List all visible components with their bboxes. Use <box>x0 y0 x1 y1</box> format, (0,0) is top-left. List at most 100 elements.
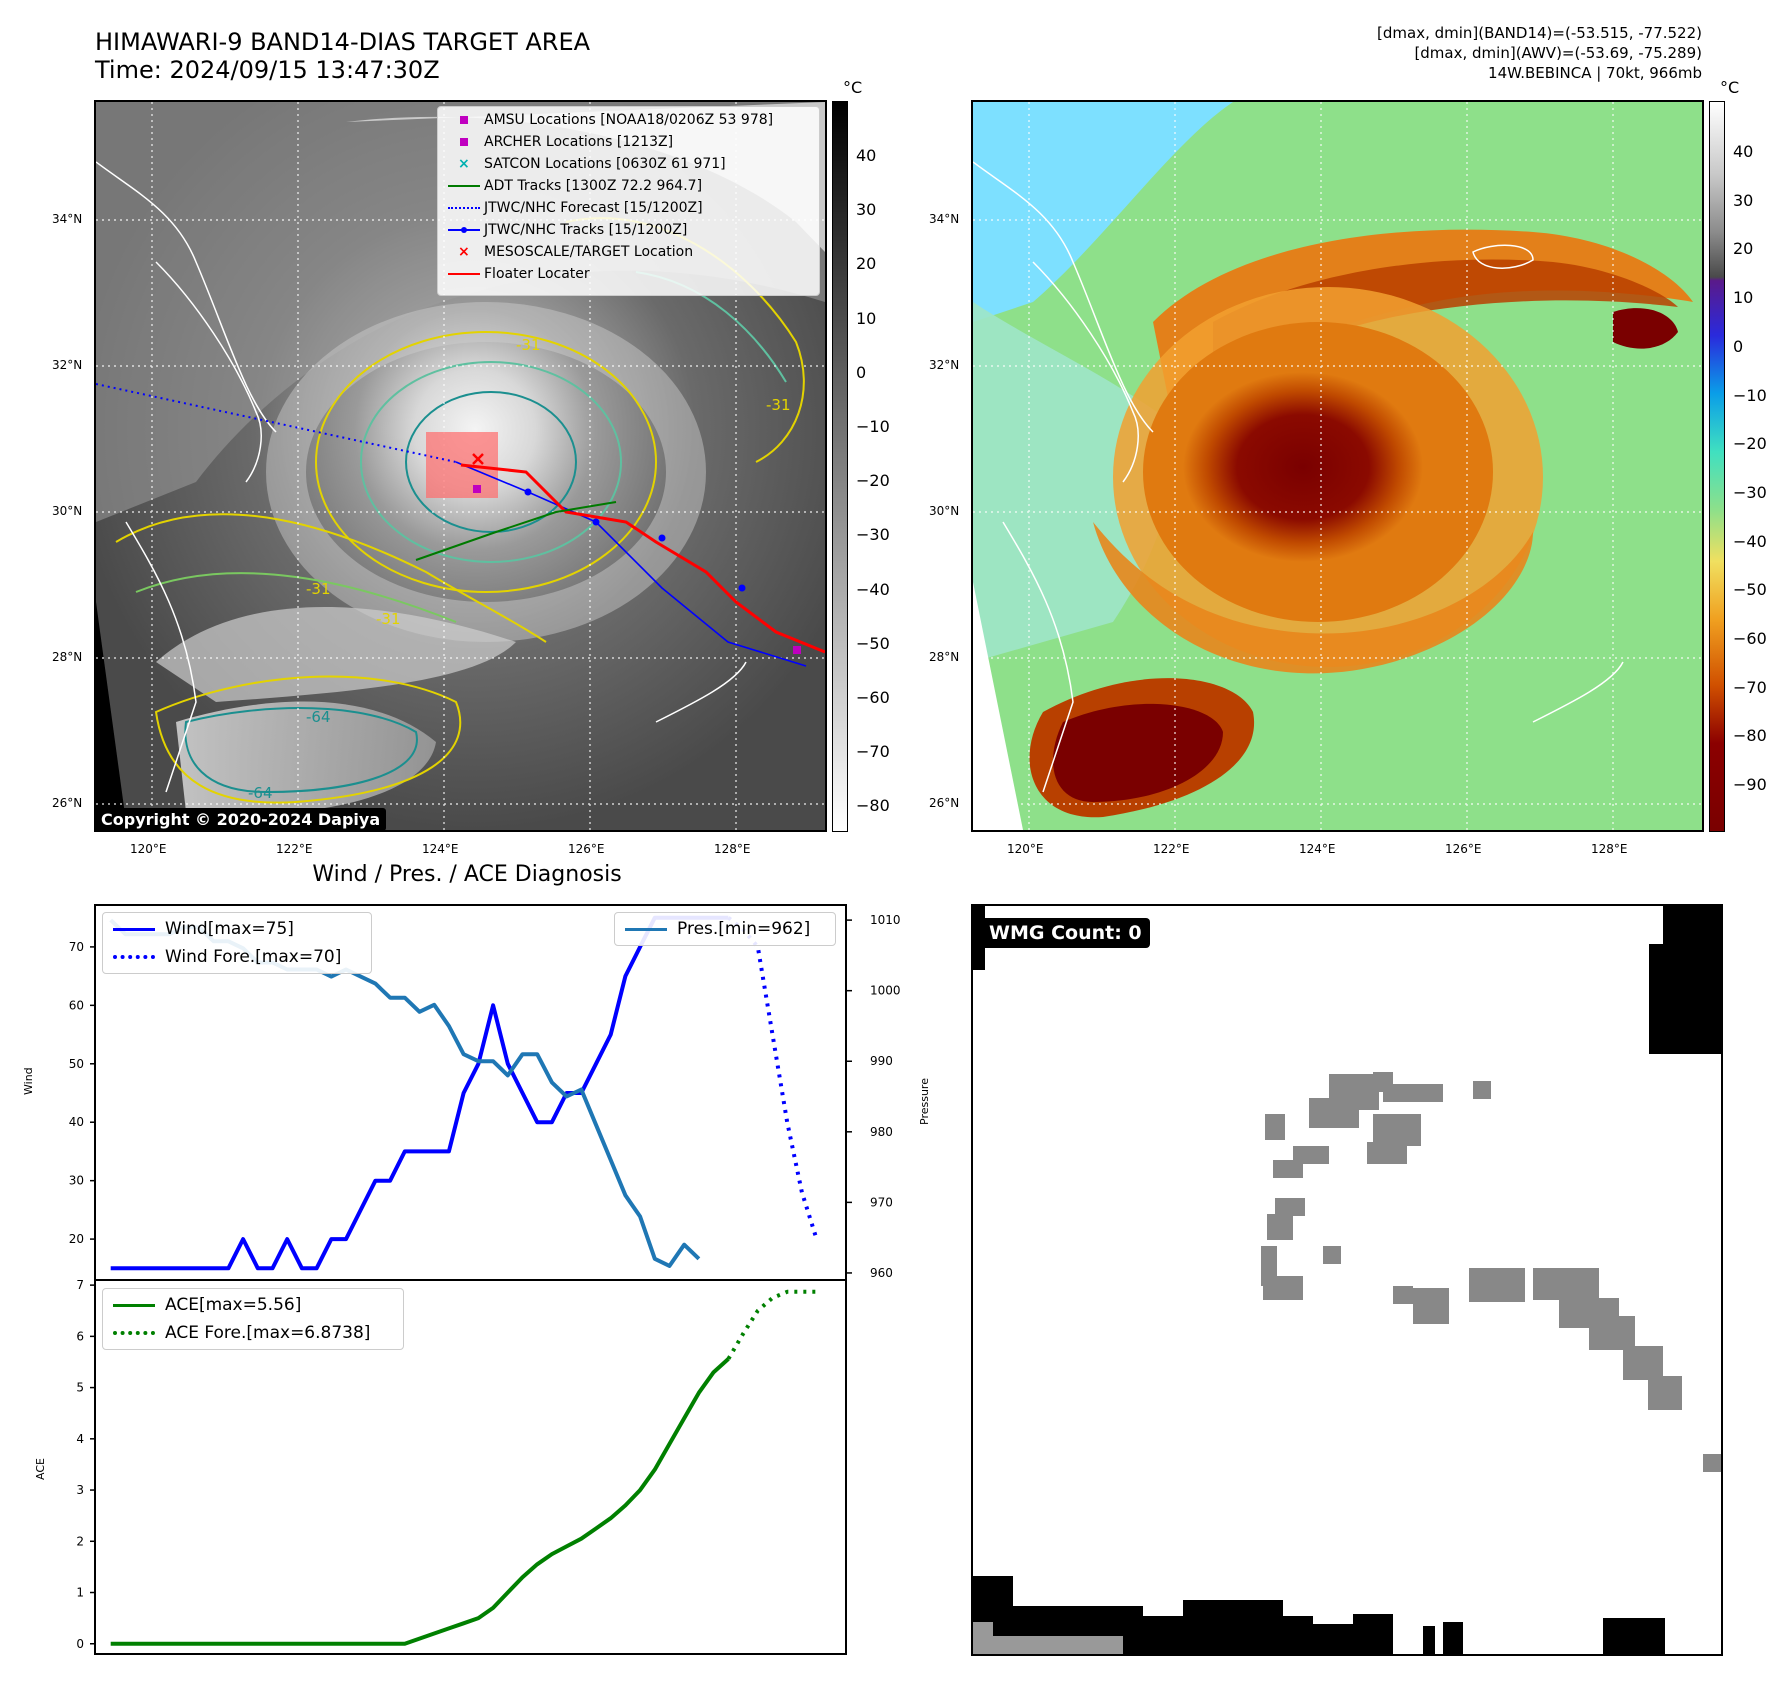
legend-item-jtwc-forecast: JTWC/NHC Forecast [15/1200Z] <box>444 197 703 219</box>
wind-line <box>110 915 729 1271</box>
colorbar-tick-label: −20 <box>1733 434 1767 454</box>
ace-tick-label: 1 <box>76 1586 84 1600</box>
solid-line-icon <box>111 1293 157 1317</box>
legend-item-wind-forecast: Wind Fore.[max=70] <box>111 945 341 969</box>
lon-label: 122°E <box>1153 842 1190 856</box>
colorbar-tick-label: −30 <box>856 525 890 545</box>
lat-label: 28°N <box>929 650 960 664</box>
lon-label: 128°E <box>1591 842 1628 856</box>
pressure-tick-label: 980 <box>870 1125 893 1139</box>
colorbar-unit: °C <box>843 78 863 97</box>
lat-label: 32°N <box>929 358 960 372</box>
ace-line <box>110 1357 730 1646</box>
dotted-line-icon <box>111 945 157 969</box>
wind-axis-label: Wind <box>22 1067 35 1095</box>
colorbar-tick-label: −60 <box>856 688 890 707</box>
legend-item-satcon: × SATCON Locations [0630Z 61 971] <box>444 153 726 175</box>
lon-label: 126°E <box>1445 842 1482 856</box>
lat-label: 34°N <box>929 212 960 226</box>
colorbar-tick-label: −60 <box>1733 629 1767 648</box>
colorbar-tick-label: −80 <box>856 796 890 816</box>
ace-tick-label: 4 <box>76 1432 84 1446</box>
contour-label: -31 <box>306 580 331 598</box>
colorbar-tick-label: 30 <box>1733 190 1754 210</box>
lon-label: 124°E <box>422 842 459 856</box>
colorbar-tick-label: −70 <box>856 742 890 762</box>
lat-label: 28°N <box>52 650 83 664</box>
wind-legend: Wind[max=75] Wind Fore.[max=70] <box>102 912 372 974</box>
x-marker-icon: × <box>458 244 470 260</box>
colorbar-tick-label: −10 <box>1733 385 1767 405</box>
legend-item-target: × MESOSCALE/TARGET Location <box>444 241 693 263</box>
legend-item-pressure: Pres.[min=962] <box>623 917 810 941</box>
lon-label: 122°E <box>276 842 313 856</box>
contour-label: -31 <box>766 396 791 414</box>
jtwc-forecast-track <box>96 383 457 463</box>
lon-label: 120°E <box>130 842 167 856</box>
dmax-dmin-band14: [dmax, dmin](BAND14)=(-53.515, -77.522) <box>1377 24 1702 42</box>
lat-label: 30°N <box>929 504 960 518</box>
colorbar-tick-label: 0 <box>1733 336 1744 356</box>
colorbar-tick-label: 0 <box>856 362 867 382</box>
wind-tick-label: 30 <box>69 1174 84 1188</box>
lat-label: 34°N <box>52 212 83 226</box>
ace-tick-label: 5 <box>76 1381 84 1395</box>
ace-tick-label: 3 <box>76 1483 84 1497</box>
legend-item-archer: ARCHER Locations [1213Z] <box>444 131 673 153</box>
dotted-line-icon <box>111 1321 157 1345</box>
ace-axis-label: ACE <box>34 1458 47 1480</box>
dmax-dmin-awv: [dmax, dmin](AWV)=(-53.69, -75.289) <box>1414 44 1702 62</box>
diagnosis-title: Wind / Pres. / ACE Diagnosis <box>312 862 622 887</box>
map-legend: AMSU Locations [NOAA18/0206Z 53 978] ARC… <box>437 106 820 296</box>
ace-forecast-line <box>726 1289 817 1360</box>
lat-label: 32°N <box>52 358 83 372</box>
ace-tick-label: 2 <box>76 1534 84 1548</box>
wind-tick-label: 70 <box>69 940 84 954</box>
colorbar-tick-label: 40 <box>856 146 877 165</box>
wind-tick-label: 50 <box>69 1057 84 1071</box>
ace-tick-label: 0 <box>76 1637 84 1651</box>
contour-label: -31 <box>516 336 541 354</box>
legend-item-wind: Wind[max=75] <box>111 917 294 941</box>
colorbar-tick-label: 10 <box>1733 288 1754 308</box>
pressure-tick-label: 970 <box>870 1195 893 1209</box>
storm-info: 14W.BEBINCA | 70kt, 966mb <box>1488 64 1702 82</box>
line-marker-icon <box>444 263 484 285</box>
diagnosis-plot: 20 30 40 50 60 70 960 970 980 990 1000 1010 0 1 2 3 4 5… <box>69 904 901 1656</box>
lon-label: 124°E <box>1299 842 1336 856</box>
legend-item-adt: ADT Tracks [1300Z 72.2 964.7] <box>444 175 702 197</box>
colorbar-tick-label: −20 <box>856 471 890 491</box>
lat-label: 26°N <box>52 796 83 810</box>
colorbar-tick-label: −50 <box>856 633 890 653</box>
wind-tick-label: 40 <box>69 1115 84 1129</box>
lon-label: 128°E <box>714 842 751 856</box>
ace-tick-label: 7 <box>76 1278 84 1292</box>
lat-label: 26°N <box>929 796 960 810</box>
colorbar-tick-label: 20 <box>1733 239 1754 259</box>
legend-item-jtwc-tracks: JTWC/NHC Tracks [15/1200Z] <box>444 219 687 241</box>
pressure-tick-label: 960 <box>870 1266 893 1280</box>
wmg-panel <box>971 904 1723 1656</box>
colorbar-tick-label: −50 <box>1733 580 1767 600</box>
dotted-line-icon <box>444 197 484 219</box>
floater-locater-track <box>460 463 825 654</box>
lat-label: 30°N <box>52 504 83 518</box>
contour-label: -64 <box>306 708 331 726</box>
wmg-graphics <box>973 906 1721 1654</box>
diagnosis-svg: 20 30 40 50 60 70 960 970 980 990 1000 1010 0 1 2 3 4 5… <box>69 904 901 1655</box>
colorbar-unit: °C <box>1720 78 1740 97</box>
legend-item-floater: Floater Locater <box>444 263 590 285</box>
colorbar-tick-label: −40 <box>856 579 890 599</box>
figure-title: HIMAWARI-9 BAND14-DIAS TARGET AREA <box>95 28 591 56</box>
enhanced-colorbar <box>1709 101 1725 832</box>
jtwc-best-track <box>455 461 807 667</box>
colorbar-tick-label: 30 <box>856 200 877 220</box>
wind-tick-label: 60 <box>69 998 84 1012</box>
enhanced-map-graphics <box>973 102 1702 830</box>
ace-tick-label: 6 <box>76 1329 84 1343</box>
colorbar-tick-label: 10 <box>856 308 877 328</box>
wmg-count-badge: WMG Count: 0 <box>981 918 1150 948</box>
pressure-legend: Pres.[min=962] <box>614 912 836 946</box>
legend-item-amsu: AMSU Locations [NOAA18/0206Z 53 978] <box>444 109 773 131</box>
lon-label: 120°E <box>1007 842 1044 856</box>
